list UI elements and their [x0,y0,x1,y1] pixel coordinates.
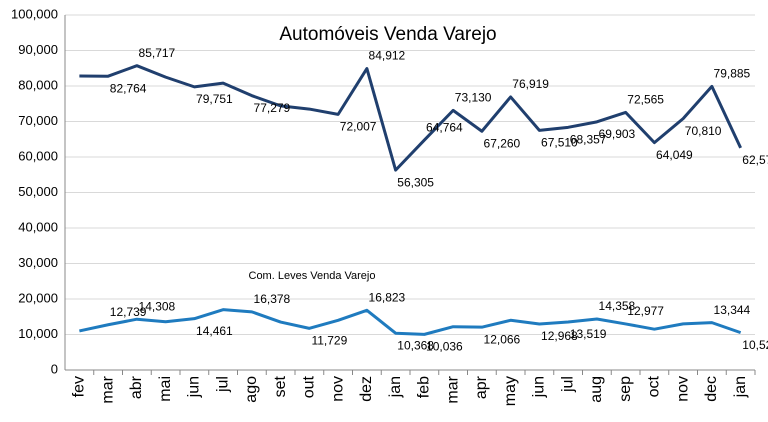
data-label: 14,308 [139,299,176,313]
x-tick-label: aug [588,376,605,403]
data-label: 73,130 [455,91,492,105]
series-name: Automóveis Venda Varejo [279,24,496,45]
data-label: 14,461 [196,324,233,338]
x-tick-label: apr [473,375,490,399]
data-label: 16,823 [369,290,406,304]
x-tick-label: mai [157,376,174,402]
x-tick-label: fev [71,376,88,397]
x-tick-label: abr [128,375,145,399]
x-tick-label: set [272,375,289,397]
data-label: 69,903 [599,127,636,141]
data-label: 13,344 [714,303,751,317]
x-tick-label: jan [387,376,404,398]
data-label: 10,036 [426,340,463,354]
series-name: Com. Leves Venda Varejo [249,270,376,282]
data-label: 77,279 [254,101,291,115]
data-label: 62,572 [742,153,768,167]
data-label: 64,049 [656,148,693,162]
data-label: 12,968 [541,329,578,343]
data-label: 82,764 [110,81,147,95]
x-tick-label: oct [646,375,663,397]
x-tick-label: dez [358,376,375,402]
data-label: 64,764 [426,120,463,134]
data-label: 84,912 [369,49,406,63]
y-tick-label: 40,000 [18,219,58,234]
y-tick-label: 50,000 [18,184,58,199]
data-label: 11,729 [311,334,347,348]
y-tick-label: 0 [51,361,58,376]
x-tick-label: jul [559,376,576,393]
x-tick-label: sep [617,376,634,402]
x-tick-label: out [301,375,318,398]
x-tick-label: feb [416,376,433,398]
data-label: 14,358 [599,299,636,313]
y-tick-label: 90,000 [18,42,58,57]
data-label: 85,717 [139,46,176,60]
data-label: 72,565 [627,93,664,107]
data-label: 79,885 [714,67,751,81]
x-tick-label: dec [703,376,720,402]
series-line [79,308,742,336]
y-tick-label: 60,000 [18,148,58,163]
data-label: 12,066 [484,332,521,346]
x-tick-label: mar [99,375,116,403]
data-label: 72,007 [340,120,377,134]
data-label: 68,357 [570,133,607,147]
x-tick-label: may [502,376,519,406]
y-tick-label: 30,000 [18,255,58,270]
data-label: 12,977 [627,304,664,318]
data-label: 76,919 [512,77,549,91]
x-tick-label: jun [186,376,203,398]
x-tick-label: ago [243,376,260,403]
data-label: 67,510 [541,136,578,150]
y-tick-label: 80,000 [18,77,58,92]
data-label: 16,378 [254,292,291,306]
x-tick-label: nov [329,376,346,402]
data-label: 70,810 [685,124,722,138]
data-label: 10,368 [397,338,434,352]
x-tick-label: jul [214,376,231,393]
y-tick-label: 100,000 [11,6,58,21]
y-tick-label: 70,000 [18,113,58,128]
series-line [79,64,742,172]
y-tick-label: 10,000 [18,326,58,341]
x-tick-label: jan [732,376,749,398]
data-label: 67,260 [484,136,521,150]
data-label: 12,739 [110,305,147,319]
x-tick-label: mar [444,375,461,403]
y-tick-label: 20,000 [18,290,58,305]
x-tick-label: nov [674,376,691,402]
x-tick-label: jun [531,376,548,398]
data-label: 13,519 [570,327,607,341]
data-label: 10,529 [742,338,768,352]
data-label: 79,751 [196,92,233,106]
data-label: 56,305 [397,175,434,189]
